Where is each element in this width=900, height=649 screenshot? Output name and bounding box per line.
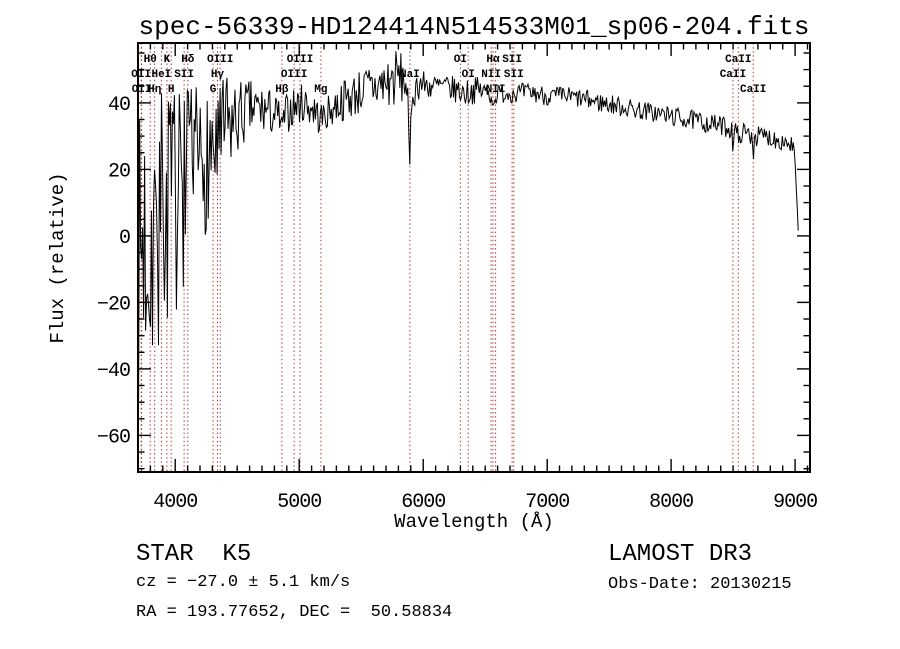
spectral-line-label: OIII (207, 54, 233, 66)
spectral-line-label: Hδ (181, 54, 195, 66)
spectral-line-label: H (168, 84, 175, 96)
obs-date-text: Obs-Date: 20130215 (608, 575, 792, 594)
axis-ticks (137, 43, 810, 472)
ra-dec-text: RA = 193.77652, DEC = 50.58834 (136, 603, 453, 622)
spectral-line-label: Hβ (275, 84, 289, 96)
spectral-line-label: NaI (400, 69, 420, 81)
x-tick-label: 9000 (773, 491, 817, 514)
x-tick-label: 6000 (401, 491, 445, 514)
plot-title: spec-56339-HD124414N514533M01_sp06-204.f… (138, 12, 810, 42)
spectral-line-label: G (210, 84, 217, 96)
spectral-line-label: OI (462, 69, 475, 81)
spectral-line-label: NII (481, 69, 501, 81)
spectral-line-label: HeI (151, 69, 171, 81)
x-tick-label: 5000 (277, 491, 321, 514)
spectral-line-label: NII (486, 84, 506, 96)
plot-frame (137, 42, 811, 473)
classification-text: STAR K5 (136, 541, 252, 568)
y-tick-label: 40 (108, 94, 130, 117)
spectral-line-label: OII (131, 69, 151, 81)
y-tick-labels: −60 −40 −20 0 20 40 (97, 94, 131, 449)
y-tick-label: −20 (97, 293, 130, 316)
spectral-line-label: SII (174, 69, 194, 81)
spectral-line-label: OIII (287, 54, 313, 66)
spectral-line-label: Hγ (211, 69, 225, 81)
spectral-line-markers (140, 43, 754, 472)
y-tick-label: 0 (119, 227, 130, 250)
spectral-line-label: SII (504, 69, 524, 81)
spectral-line-label: SII (502, 54, 522, 66)
spectral-line-label: OII (132, 84, 152, 96)
radial-velocity-text: cz = −27.0 ± 5.1 km/s (136, 573, 351, 592)
x-tick-label: 8000 (649, 491, 693, 514)
y-tick-label: −40 (97, 360, 130, 383)
spectral-line-label: CaII (740, 84, 766, 96)
spectral-line-label: OI (454, 54, 467, 66)
spectral-line-label: OIII (281, 69, 307, 81)
x-tick-label: 7000 (525, 491, 569, 514)
spectral-line-label: Hθ (144, 54, 157, 66)
x-axis-label: Wavelength (Å) (394, 511, 554, 533)
x-tick-labels: 4000 5000 6000 7000 8000 9000 (153, 491, 818, 514)
survey-release-text: LAMOST DR3 (608, 541, 753, 568)
spectrum-trace (138, 51, 799, 399)
x-tick-label: 4000 (153, 491, 197, 514)
spectral-line-label: CaII (720, 69, 746, 81)
spectral-line-label: Mg (314, 84, 327, 96)
y-axis-label: Flux (relative) (47, 172, 69, 344)
spectral-line-label: Hα (486, 54, 500, 66)
spectral-line-label: CaII (725, 54, 751, 66)
y-tick-label: −60 (97, 426, 130, 449)
spectral-line-label: Hη (148, 84, 161, 96)
spectral-line-label: K (164, 54, 171, 66)
spectral-line-labels: OII OII Hθ Hη HeI K H SII Hδ G Hγ OIII Hβ OIII OIII Mg N… (131, 54, 766, 96)
y-tick-label: 20 (108, 160, 130, 183)
